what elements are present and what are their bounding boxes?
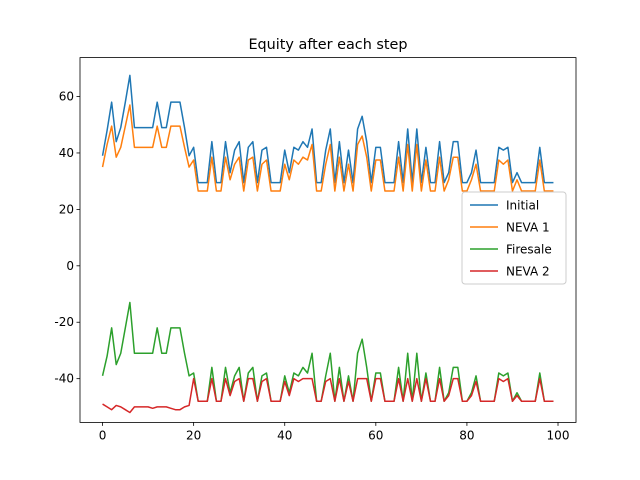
legend-label: NEVA 1 [506,221,550,235]
y-tick-label: 60 [59,90,74,104]
y-tick-label: -20 [54,315,74,329]
series-line [101,104,554,192]
y-tick-label: -40 [54,372,74,386]
y-tick-label: 20 [59,202,74,216]
axes-frame [79,57,577,423]
x-tick-label: 20 [186,428,201,442]
legend-label: Initial [506,199,539,213]
series-line [102,377,554,414]
legend: Initial NEVA 1 Firesale NEVA 2 [461,191,567,285]
legend-label: Firesale [506,243,552,257]
series-line [101,74,554,184]
legend-label: NEVA 2 [506,265,550,279]
x-tick-label: 0 [99,428,107,442]
x-tick-label: 40 [277,428,292,442]
x-tick-label: 60 [368,428,383,442]
y-tick-label: 0 [66,259,74,273]
x-tick-label: 80 [459,428,474,442]
x-tick-label: 100 [547,428,570,442]
legend-box [461,191,567,285]
chart-title: Equity after each step [248,37,407,53]
y-tick-label: 40 [59,146,74,160]
